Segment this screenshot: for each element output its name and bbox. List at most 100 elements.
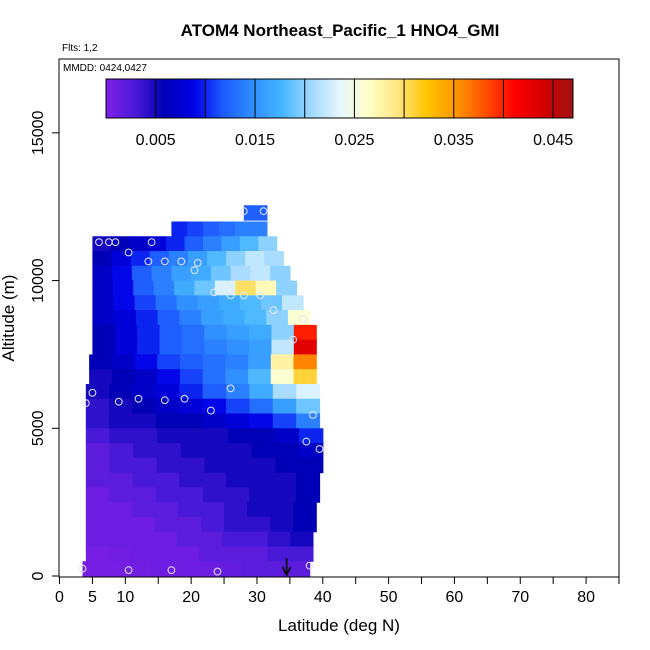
colorbar-swatch	[117, 79, 121, 118]
colorbar-swatch	[561, 79, 564, 118]
heatmap-cell	[179, 472, 204, 488]
colorbar-swatch	[513, 79, 516, 118]
heatmap-cell	[131, 265, 153, 282]
heatmap-cell	[111, 369, 136, 385]
colorbar-swatch	[431, 79, 435, 118]
heatmap-cell	[181, 339, 205, 356]
heatmap-cell	[224, 502, 248, 518]
heatmap-cell	[85, 428, 111, 444]
heatmap-cell	[202, 383, 227, 400]
heatmap-cell	[153, 531, 178, 548]
colorbar-swatch	[408, 79, 411, 118]
heatmap-cell	[179, 383, 204, 400]
heatmap-cell	[267, 531, 291, 548]
colorbar-swatch	[298, 79, 302, 118]
colorbar-swatch	[191, 79, 194, 118]
heatmap-cell	[157, 310, 180, 326]
flight-point	[88, 388, 97, 397]
colorbar-swatch	[553, 79, 556, 118]
colorbar-swatch	[485, 79, 489, 118]
arrow-marker	[281, 558, 292, 577]
flight-point	[190, 266, 199, 275]
colorbar-swatch	[374, 79, 377, 118]
flight-point	[239, 207, 248, 216]
colorbar-swatch	[517, 79, 520, 118]
heatmap-cell	[109, 472, 134, 488]
heatmap-cell	[275, 457, 300, 474]
colorbar-swatch	[336, 79, 340, 118]
heatmap-cell	[281, 295, 304, 311]
colorbar-swatch	[529, 79, 532, 118]
colorbar-swatch	[390, 79, 393, 118]
colorbar-swatch	[181, 79, 185, 118]
flight-point	[177, 257, 186, 266]
flight-point	[239, 291, 248, 300]
heatmap-cell	[239, 236, 259, 252]
colorbar-swatch	[205, 79, 208, 118]
heatmap-cell	[204, 339, 228, 356]
colorbar-swatch	[449, 79, 453, 118]
colorbar-swatch	[451, 79, 455, 118]
heatmap-cell	[226, 472, 251, 488]
flight-point	[315, 445, 324, 453]
heatmap-cell	[85, 487, 110, 503]
heatmap-cell	[272, 413, 297, 429]
heatmap-cell	[226, 251, 246, 267]
flight-point	[309, 411, 317, 419]
colorbar-swatch	[364, 79, 367, 118]
heatmap-cell	[92, 265, 113, 282]
heatmap-cell	[147, 236, 167, 252]
heatmap-cell	[108, 502, 133, 518]
colorbar-swatch	[312, 79, 316, 118]
heatmap-cell	[199, 546, 223, 562]
heatmap-cell	[226, 324, 250, 341]
colorbar-swatch	[507, 79, 510, 118]
colorbar-swatch	[557, 79, 560, 118]
x-tick-label: 20	[182, 589, 200, 606]
heatmap-cell	[180, 457, 205, 474]
heatmap-cell	[296, 398, 321, 415]
colorbar-swatch	[229, 79, 232, 118]
colorbar-swatch	[199, 79, 202, 118]
colorbar-swatch	[425, 79, 429, 118]
heatmap-cell	[286, 561, 311, 577]
colorbar-swatch	[161, 79, 165, 118]
colorbar-swatch	[310, 79, 314, 118]
heatmap-cell	[105, 561, 129, 577]
heatmap-cell	[202, 487, 227, 503]
heatmap-cell	[296, 413, 321, 429]
heatmap-cell	[137, 339, 161, 356]
colorbar-swatch	[119, 79, 123, 118]
heatmap-cell	[156, 428, 182, 444]
colorbar-swatch	[368, 79, 371, 118]
heatmap-cell	[267, 546, 291, 562]
heatmap-cell	[149, 251, 170, 267]
heatmap-cell	[137, 324, 161, 341]
heatmap-cell	[176, 295, 199, 311]
colorbar-swatch	[537, 79, 540, 118]
x-tick-label: 10	[116, 589, 134, 606]
colorbar-swatch	[551, 79, 554, 118]
colorbar-swatch	[195, 79, 198, 118]
flight-point	[305, 561, 314, 570]
heatmap-cell	[156, 443, 182, 459]
colorbar-swatch	[487, 79, 491, 118]
heatmap-cell	[109, 383, 134, 400]
x-tick-label: 40	[314, 589, 332, 606]
flight-point	[144, 257, 153, 266]
colorbar-swatch	[149, 79, 153, 118]
x-axis: 0 5 10 20 30 40 50 60 70 80	[55, 577, 620, 606]
heatmap-cell	[109, 443, 134, 459]
heatmap-cell	[85, 502, 110, 518]
heatmap-cell	[113, 295, 136, 311]
colorbar-swatch	[416, 79, 419, 118]
heatmap-cell	[214, 280, 236, 296]
heatmap-cell	[89, 369, 113, 385]
colorbar-swatch	[491, 79, 495, 118]
colorbar-swatch	[306, 79, 310, 118]
colorbar-swatch	[304, 79, 308, 118]
heatmap-cell	[92, 310, 115, 326]
colorbar-swatch	[215, 79, 218, 118]
heatmap-cell	[248, 369, 272, 385]
colorbar-swatch	[141, 79, 145, 118]
